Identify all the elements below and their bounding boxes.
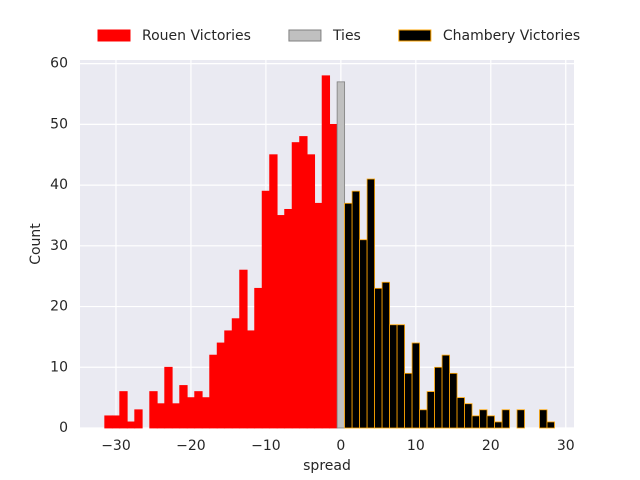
bar bbox=[456, 397, 465, 429]
y-tick-label: 20 bbox=[50, 299, 68, 315]
bar bbox=[374, 287, 383, 429]
bar bbox=[201, 397, 211, 429]
bar bbox=[464, 403, 473, 429]
bar bbox=[381, 281, 390, 429]
bar bbox=[486, 415, 495, 429]
bar bbox=[329, 123, 338, 429]
bar bbox=[171, 403, 181, 429]
bar bbox=[186, 397, 196, 429]
legend-label: Chambery Victories bbox=[443, 28, 580, 44]
legend-label: Ties bbox=[332, 28, 361, 44]
x-tick-label: −10 bbox=[251, 438, 281, 454]
bar bbox=[404, 372, 413, 429]
bar bbox=[179, 385, 188, 429]
bar bbox=[299, 136, 308, 429]
bar bbox=[111, 415, 121, 429]
bar bbox=[246, 330, 256, 429]
bar bbox=[426, 391, 435, 429]
x-tick-label: −30 bbox=[101, 438, 131, 454]
bar bbox=[239, 269, 248, 429]
bar bbox=[359, 239, 368, 429]
x-tick-label: 0 bbox=[336, 438, 345, 454]
legend-swatch bbox=[288, 29, 322, 42]
y-tick-label: 40 bbox=[50, 177, 68, 193]
x-axis-label: spread bbox=[303, 458, 351, 474]
bar bbox=[449, 372, 458, 429]
y-tick-label: 0 bbox=[59, 420, 68, 436]
bar bbox=[149, 391, 158, 429]
y-tick-label: 60 bbox=[50, 56, 68, 72]
bar bbox=[494, 421, 503, 429]
bar bbox=[314, 202, 323, 429]
bar bbox=[194, 391, 203, 429]
bar bbox=[224, 330, 233, 429]
bar bbox=[156, 403, 166, 429]
y-axis-label: Count bbox=[28, 223, 44, 265]
bar bbox=[261, 190, 271, 429]
bar bbox=[351, 190, 361, 429]
bar bbox=[344, 202, 353, 429]
bar bbox=[501, 409, 510, 429]
bar bbox=[434, 366, 443, 429]
bar bbox=[321, 75, 331, 429]
bar bbox=[104, 415, 113, 429]
legend-swatch bbox=[97, 29, 131, 42]
bar bbox=[254, 287, 263, 429]
bar bbox=[419, 409, 428, 429]
bar bbox=[209, 354, 218, 429]
bar bbox=[539, 409, 548, 429]
bar bbox=[126, 421, 136, 429]
bar bbox=[516, 409, 525, 429]
y-tick-label: 30 bbox=[50, 238, 68, 254]
legend-label: Rouen Victories bbox=[142, 28, 251, 44]
y-tick-label: 10 bbox=[50, 359, 68, 375]
bar bbox=[441, 354, 450, 429]
bar bbox=[411, 342, 420, 429]
bar bbox=[479, 409, 488, 429]
bar bbox=[276, 215, 286, 429]
x-tick-label: 10 bbox=[407, 438, 425, 454]
bar bbox=[119, 391, 128, 429]
bar bbox=[546, 421, 555, 429]
y-tick-label: 50 bbox=[50, 116, 68, 132]
bar bbox=[291, 142, 301, 429]
x-tick-label: −20 bbox=[176, 438, 206, 454]
x-tick-label: 30 bbox=[557, 438, 575, 454]
bar bbox=[216, 342, 226, 429]
bar bbox=[389, 324, 398, 429]
bar bbox=[269, 154, 278, 429]
x-tick-label: 20 bbox=[482, 438, 500, 454]
bar bbox=[134, 409, 143, 429]
bar bbox=[306, 154, 316, 429]
bar bbox=[284, 208, 293, 429]
bar bbox=[366, 178, 376, 429]
bar bbox=[231, 318, 241, 429]
bar bbox=[471, 415, 480, 429]
bar bbox=[336, 81, 346, 429]
legend-swatch bbox=[398, 29, 432, 42]
bar bbox=[396, 324, 405, 429]
bar bbox=[164, 366, 173, 429]
